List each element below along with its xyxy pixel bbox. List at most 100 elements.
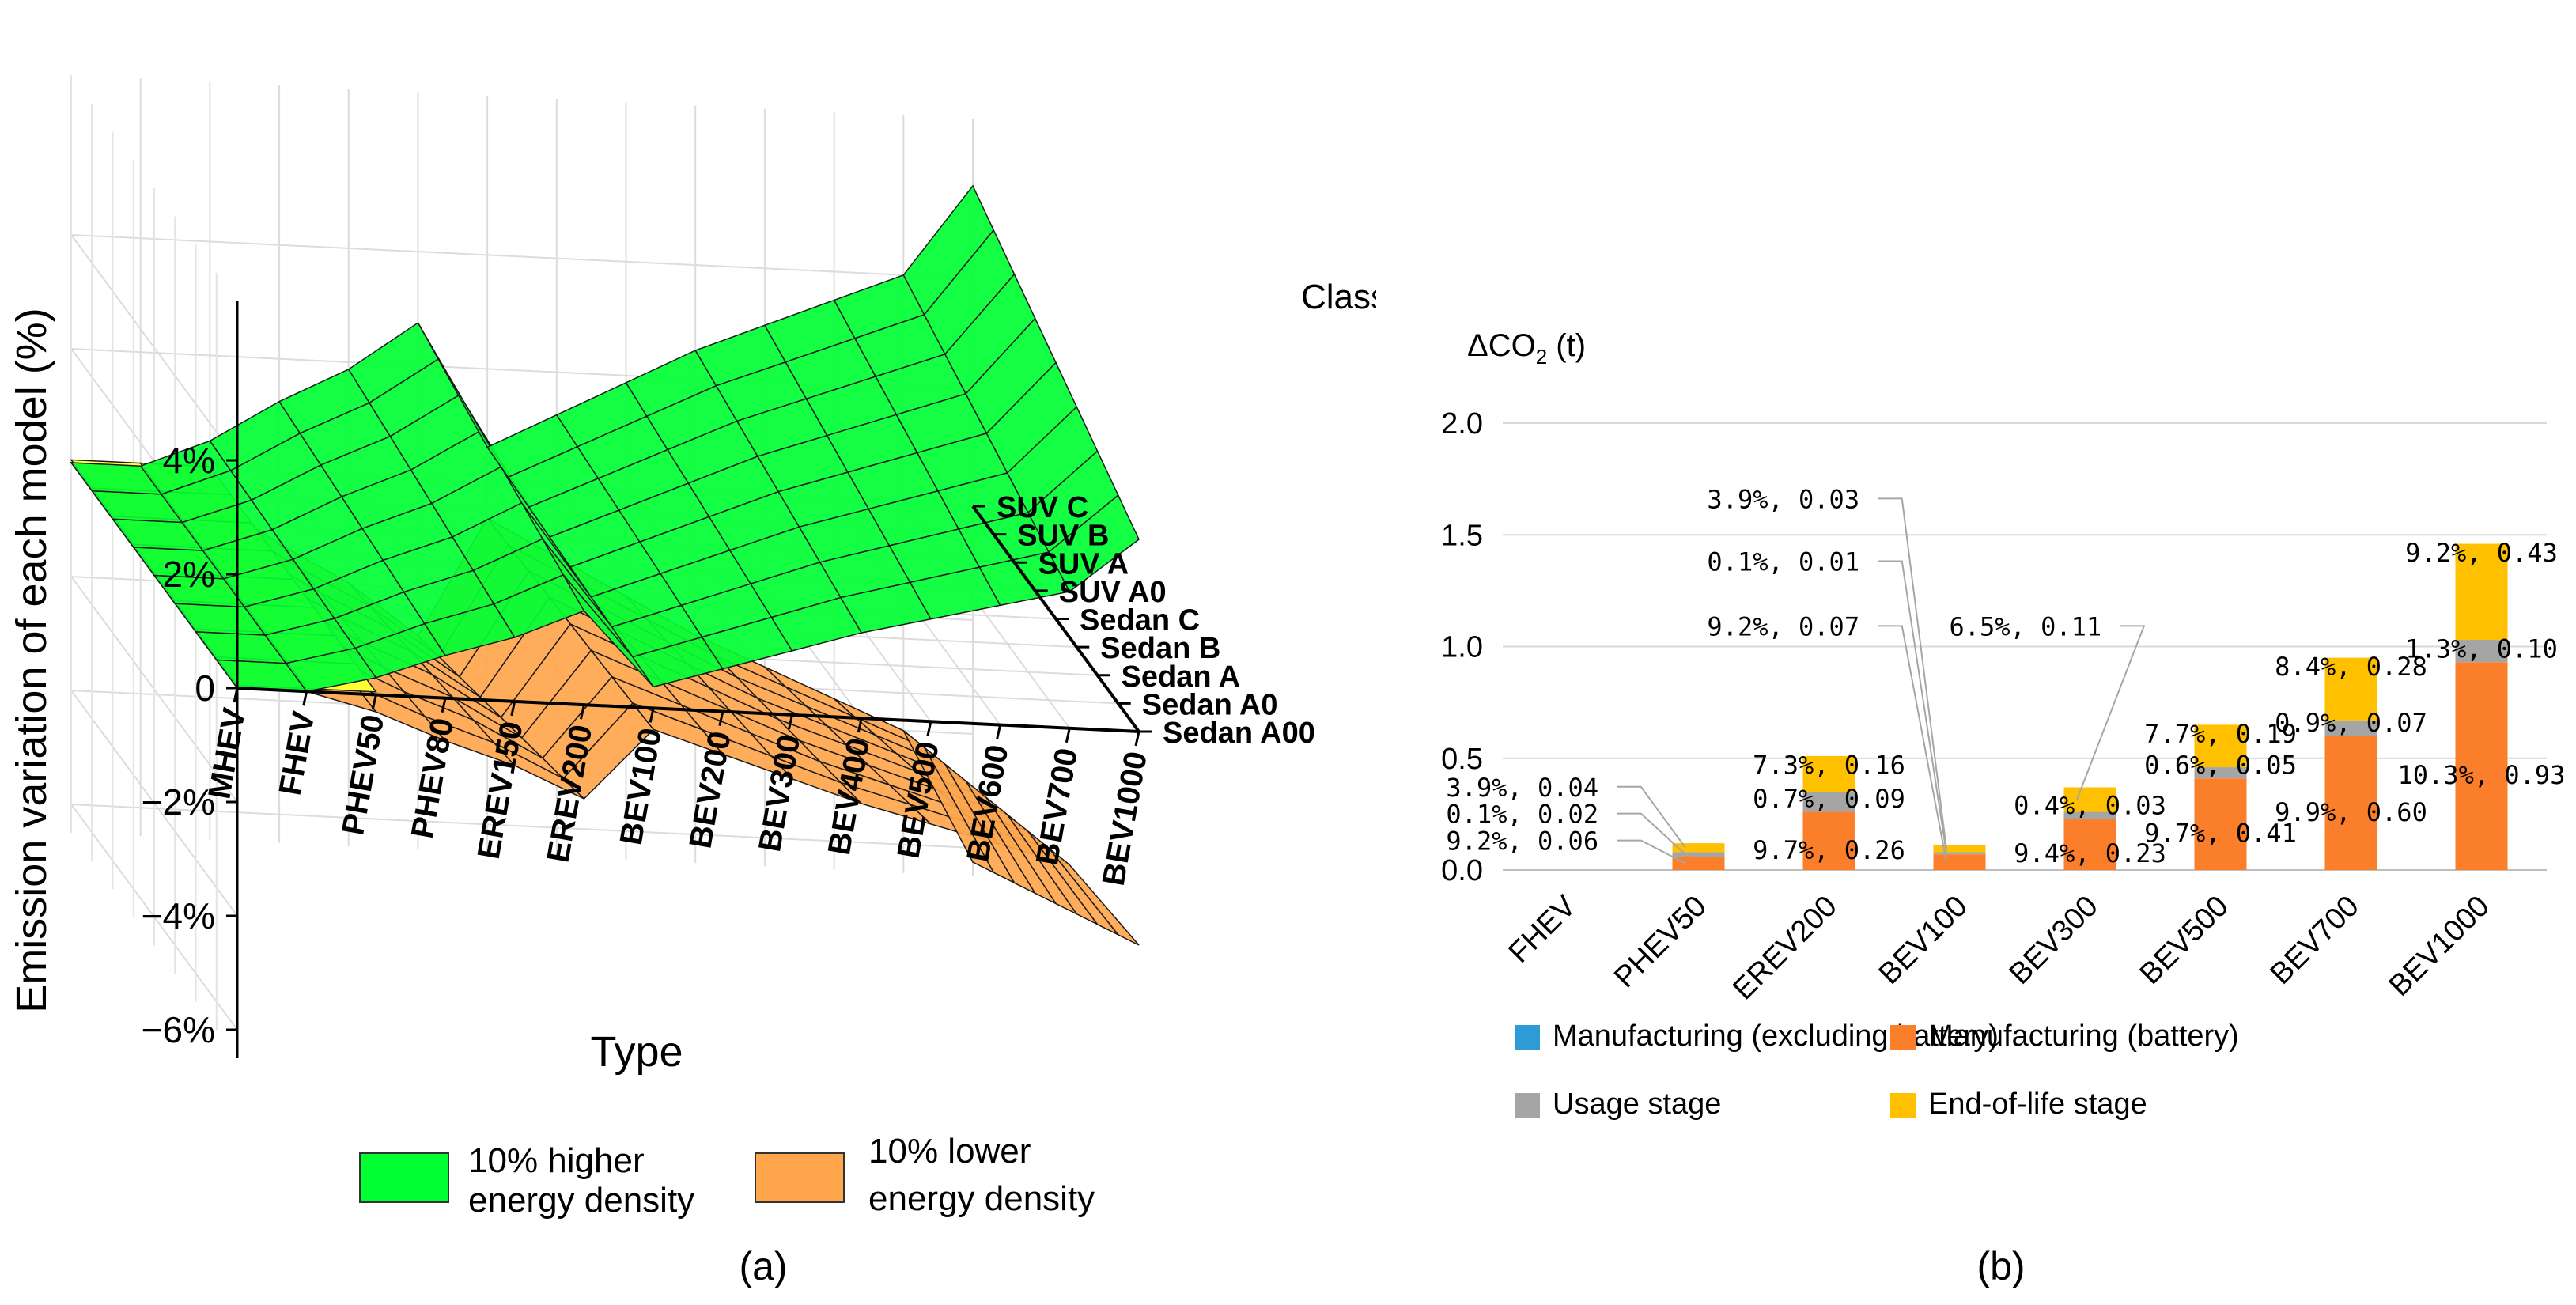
bar-annotation-label: 9.4%, 0.23	[2014, 838, 2166, 868]
higher-density-cell	[902, 184, 995, 316]
bar-annotations: 3.9%, 0.040.1%, 0.029.2%, 0.06 7.3%, 0.16…	[1446, 484, 2565, 868]
type-tick	[441, 698, 447, 713]
bar-segment	[1672, 852, 1725, 857]
legend-swatch-higher	[359, 1152, 449, 1203]
panel-b-caption: (b)	[1976, 1244, 2025, 1288]
surface-chart: 4%2%0−2%−4%−6% MHEV FHEV PHEV50 PHEV80 EREV1…	[8, 75, 1388, 1288]
class-axis-label: Class	[1301, 278, 1376, 316]
class-tick-label: SUV B	[1017, 520, 1109, 553]
y-tick-label: 0.5	[1441, 743, 1483, 776]
bar-annotation-label: 3.9%, 0.03	[1707, 484, 1859, 514]
leader-line	[1878, 560, 1947, 853]
bar-segment	[2455, 662, 2508, 870]
y-axis-ticks: 0.0 0.5 1.0 1.5 2.0	[1441, 407, 1483, 887]
bar-annotation-label: 3.9%, 0.04	[1446, 773, 1598, 803]
x-tick-label: BEV500	[2134, 890, 2235, 991]
class-tick-label: Sedan A0	[1142, 688, 1278, 721]
y-tick-label: 0.0	[1441, 854, 1483, 887]
bar-segment	[2063, 787, 2116, 812]
leader-line	[1617, 839, 1686, 864]
type-tick	[1065, 728, 1071, 743]
legend: Manufacturing (excluding battery)Manufac…	[1515, 1019, 2239, 1121]
bar-segment	[2194, 767, 2247, 779]
bar-segment	[2063, 811, 2116, 819]
bar-annotation-label: 0.7%, 0.09	[1753, 784, 1905, 814]
type-axis-line	[236, 687, 1140, 733]
x-tick-label: EREV200	[1727, 890, 1844, 1007]
bar-annotation-label: 9.7%, 0.41	[2144, 819, 2297, 849]
class-tick-label: SUV A	[1038, 547, 1129, 581]
type-tick	[371, 694, 377, 709]
x-tick-label: FHEV	[1502, 889, 1583, 970]
class-tick-label: Sedan A	[1122, 660, 1241, 694]
legend-label: End-of-life stage	[1928, 1088, 2147, 1121]
panel-b: ΔCO2 (t) 0.0 0.5 1.0 1.5 2.0 FHEV PHEV50 EREV2…	[1376, 0, 2576, 1301]
bar-segment	[1672, 843, 1725, 853]
bar-annotation-label: 9.9%, 0.60	[2275, 797, 2427, 827]
bar-segment	[1933, 852, 1986, 855]
z-axis-ticks: 4% 2% 0 −2% −4% −6%	[142, 440, 237, 1050]
y-tick-label: 1.5	[1441, 519, 1483, 552]
bar-annotation-label: 9.2%, 0.06	[1446, 826, 1598, 857]
panel-a-caption: (a)	[739, 1244, 787, 1288]
bar-segment	[1802, 755, 1855, 792]
bar-segment	[2455, 640, 2508, 663]
type-tick	[996, 724, 1002, 740]
bar-annotation-label: 9.2%, 0.07	[1707, 611, 1859, 641]
type-tick-label: BEV200	[683, 729, 738, 851]
legend-label-higher-1: 10% higher	[468, 1141, 645, 1180]
legend-swatch-lower	[755, 1152, 845, 1203]
bar-annotation-label: 1.3%, 0.10	[2405, 634, 2558, 664]
x-tick-label: BEV300	[2003, 890, 2105, 991]
y-axis-title: ΔCO2 (t)	[1467, 328, 1586, 369]
bar-annotation-label: 0.1%, 0.02	[1446, 800, 1598, 830]
bar-segment	[1933, 845, 1986, 853]
panel-a: 4% 2% 0 −2% −4% −6% MHEV FHEV PHEV50 PHEV80 EREV1…	[8, 75, 1388, 1288]
leader-line	[1617, 785, 1686, 849]
legend-swatch	[1890, 1093, 1916, 1118]
type-axis-label: Type	[590, 1028, 683, 1076]
legend-swatch	[1515, 1093, 1540, 1118]
bars	[1672, 543, 2508, 870]
bar-annotation-label: 8.4%, 0.28	[2275, 652, 2427, 682]
legend-label: Usage stage	[1553, 1088, 1721, 1121]
bar-segment	[2324, 720, 2377, 736]
type-tick	[788, 714, 794, 730]
stacked-bar-chart: ΔCO2 (t) 0.0 0.5 1.0 1.5 2.0 FHEV PHEV50 EREV2…	[1441, 328, 2565, 1288]
z-tick-label: 0	[195, 668, 215, 709]
leader-line	[1878, 497, 1947, 849]
bar-segment	[2194, 724, 2247, 768]
legend-label-lower-1: 10% lower	[868, 1132, 1031, 1171]
bar-segment	[2194, 778, 2247, 870]
class-tick-label: Sedan B	[1100, 632, 1220, 665]
class-tick-label: SUV A0	[1059, 576, 1167, 609]
class-tick-label: SUV C	[997, 491, 1088, 524]
bar-annotation-label: 0.1%, 0.01	[1707, 547, 1859, 577]
z-axis-label: Emission variation of each model (%)	[8, 308, 55, 1012]
x-tick-label: BEV1000	[2383, 890, 2496, 1003]
bar-segment	[2063, 819, 2116, 870]
bar-segment	[1672, 857, 1725, 870]
z-tick-label: 2%	[163, 554, 215, 595]
x-tick-label: BEV700	[2264, 890, 2366, 991]
legend-label-lower-2: energy density	[868, 1179, 1095, 1218]
bar-segment	[2455, 543, 2508, 641]
legend-swatch	[1515, 1025, 1540, 1050]
bar-annotation-label: 6.5%, 0.11	[1949, 611, 2101, 641]
type-tick	[302, 690, 308, 706]
legend-swatch	[1890, 1025, 1916, 1050]
higher-density-surface	[70, 184, 1140, 693]
class-tick-label: Sedan C	[1080, 604, 1200, 637]
x-tick-label: BEV100	[1873, 890, 1974, 991]
leader-line	[2076, 625, 2146, 800]
x-axis-ticks: FHEV PHEV50 EREV200 BEV100 BEV300 BEV500 BEV70…	[1502, 889, 2495, 1006]
bar-segment	[1802, 792, 1855, 812]
wall-gridline	[70, 804, 974, 849]
z-tick-label: 4%	[163, 440, 215, 481]
wall-gridline	[70, 234, 974, 279]
bar-annotation-label: 9.2%, 0.43	[2405, 538, 2558, 568]
leader-line	[1617, 812, 1686, 855]
type-tick-label: BEV1000	[1096, 749, 1154, 888]
type-tick	[233, 687, 239, 703]
